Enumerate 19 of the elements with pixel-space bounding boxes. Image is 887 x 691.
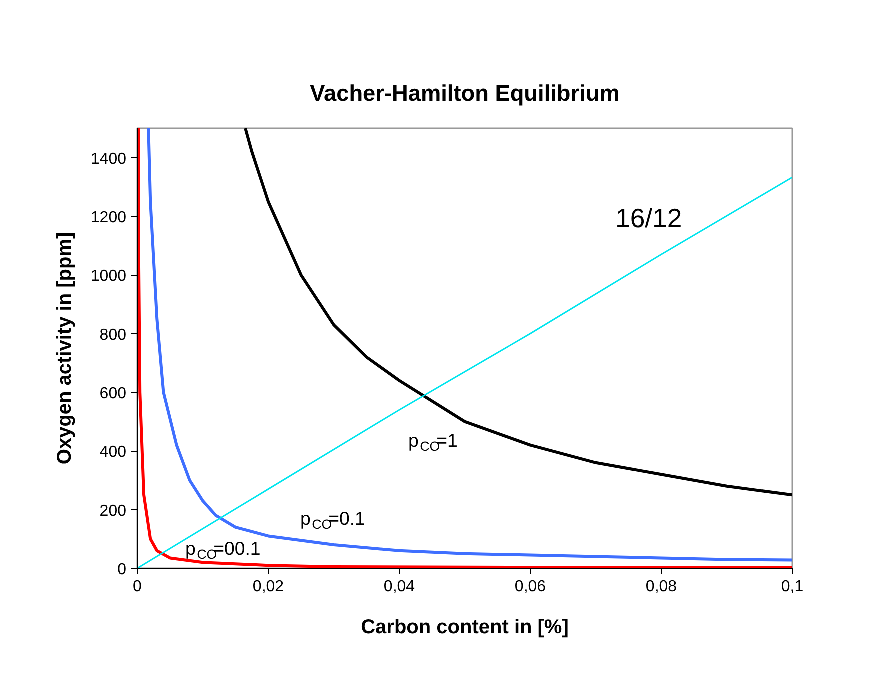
y-tick-label: 1400 <box>90 150 127 168</box>
x-axis-title: Carbon content in [%] <box>361 616 569 638</box>
line-series <box>244 128 792 497</box>
x-tick-label: 0 <box>133 578 142 596</box>
y-tick-label: 1200 <box>90 210 127 226</box>
x-tick-label: 0,04 <box>384 578 416 596</box>
y-tick-label: 0 <box>118 562 127 578</box>
chart-title: Vacher-Hamilton Equilibrium <box>310 80 620 106</box>
y-tick-label: 600 <box>100 386 127 402</box>
y-tick-label: 1000 <box>90 268 127 286</box>
y-tick-label: 400 <box>100 444 127 462</box>
y-tick-label: 200 <box>100 502 127 520</box>
annotation: 16/12 <box>616 204 682 234</box>
x-tick-label: 0,02 <box>252 578 284 596</box>
y-tick-label: 800 <box>100 326 127 344</box>
y-axis-title: Oxygen activity in [ppm] <box>54 232 76 465</box>
x-tick-label: 0,1 <box>781 578 804 596</box>
x-tick-label: 0,06 <box>514 578 546 596</box>
x-tick-label: 0,08 <box>646 578 678 596</box>
